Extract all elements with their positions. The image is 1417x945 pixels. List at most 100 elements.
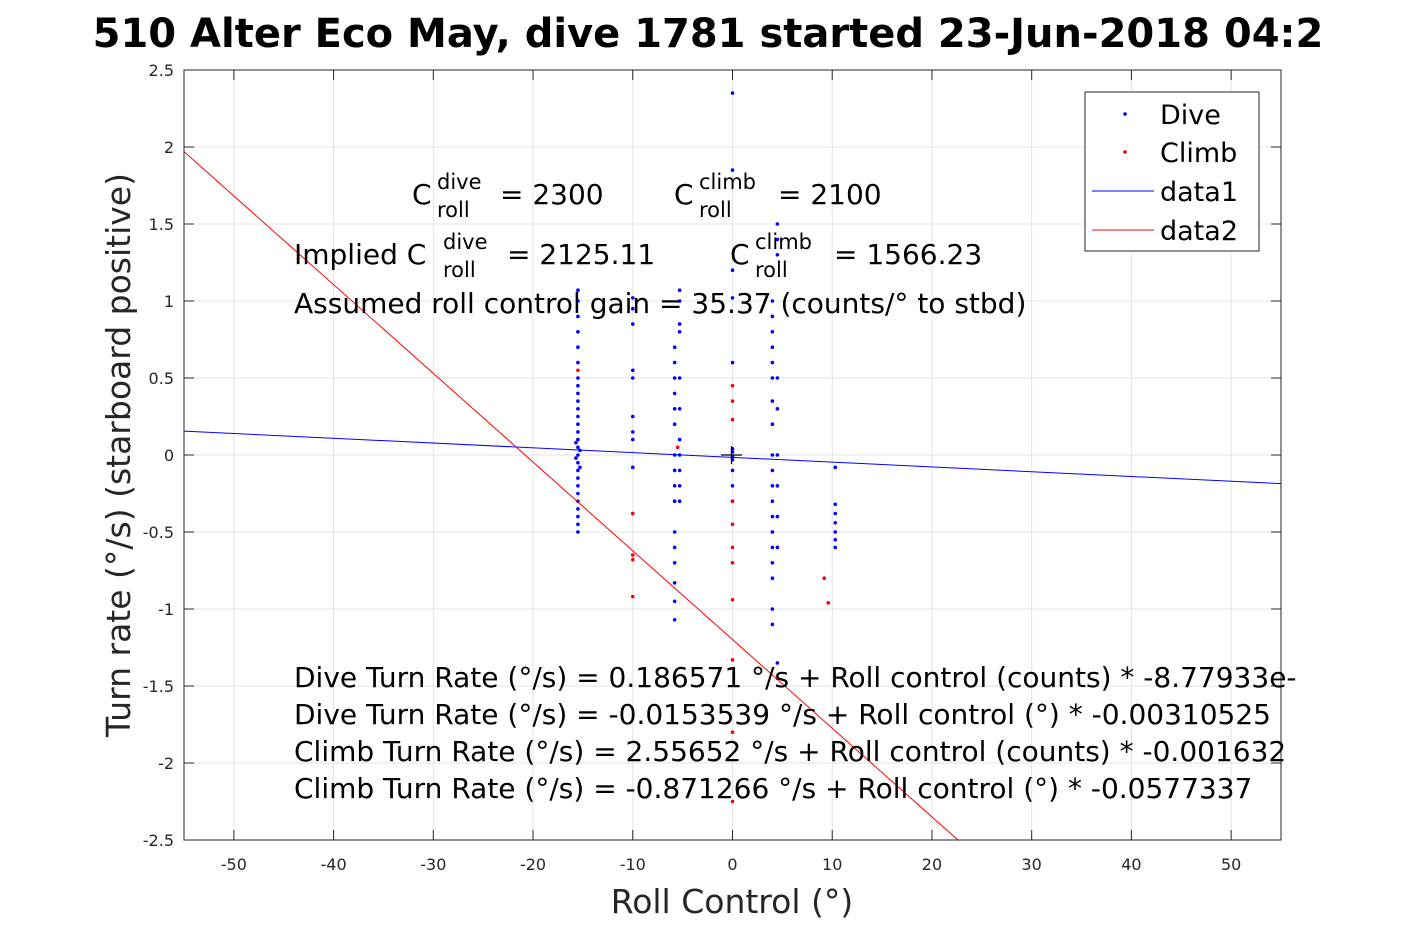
dive-point <box>672 617 677 622</box>
dive-point <box>775 661 780 665</box>
climb-point <box>826 601 831 605</box>
legend-label-data1: data1 <box>1160 177 1238 208</box>
implied-climb-sup: climb <box>755 230 812 254</box>
x-tick-label: -50 <box>221 855 247 874</box>
dive-point <box>770 399 775 403</box>
dive-point <box>770 360 775 365</box>
dive-point <box>730 268 735 273</box>
dive-point <box>672 422 677 427</box>
legend-box <box>1084 91 1260 252</box>
dive-point <box>672 468 677 473</box>
dive-point <box>677 330 682 334</box>
dive-point <box>775 253 780 257</box>
fit-line-4: Climb Turn Rate (°/s) = -0.871266 °/s + … <box>294 772 1252 805</box>
dive-point <box>576 468 580 473</box>
dive-point <box>677 484 682 488</box>
dive-point <box>630 322 635 326</box>
dive-point <box>770 299 775 303</box>
dive-point <box>672 561 677 565</box>
dive-point <box>770 453 775 457</box>
data1-fit-line <box>184 430 1281 485</box>
climb-point <box>730 597 735 602</box>
dive-point <box>576 522 580 527</box>
climb-point <box>576 368 580 373</box>
climb-point <box>730 399 735 403</box>
y-tick-label: -1 <box>158 600 174 619</box>
dive-point <box>576 453 580 457</box>
tick-marks <box>184 69 1281 841</box>
c-roll-climb-label: C <box>674 178 694 211</box>
dive-point <box>672 530 677 534</box>
y-tick-label: 0 <box>164 446 174 465</box>
c-roll-dive-sub: roll <box>437 198 470 222</box>
fit-line-2: Dive Turn Rate (°/s) = -0.0153539 °/s + … <box>294 698 1271 731</box>
dive-point <box>672 360 677 365</box>
dive-point <box>775 484 780 488</box>
dive-point <box>576 437 580 442</box>
climb-point <box>630 557 635 562</box>
dive-point <box>770 607 775 611</box>
dive-point <box>677 437 682 442</box>
dive-point <box>630 437 635 442</box>
implied-dive-sup: dive <box>443 230 488 254</box>
dive-point <box>672 545 677 550</box>
dive-point <box>730 296 735 300</box>
dive-point <box>576 491 580 496</box>
dive-point <box>833 530 838 534</box>
dive-point <box>677 288 682 293</box>
dive-point <box>576 476 580 480</box>
dive-point <box>770 345 775 350</box>
dive-point <box>576 499 580 504</box>
dive-point <box>630 465 635 470</box>
c-roll-climb-sub: roll <box>699 198 732 222</box>
climb-point <box>730 658 735 662</box>
y-tick-label: -2 <box>158 754 174 773</box>
dive-point <box>578 465 582 470</box>
y-tick-label: -1.5 <box>143 677 174 696</box>
dive-point <box>576 360 580 365</box>
dive-point <box>770 422 775 427</box>
x-tick-label: -20 <box>520 855 546 874</box>
climb-point <box>630 594 635 599</box>
dive-point <box>730 468 735 473</box>
dive-point <box>770 314 775 319</box>
c-roll-dive-sup: dive <box>437 170 482 194</box>
dive-point <box>576 445 580 450</box>
dive-point <box>775 514 780 519</box>
dive-point <box>672 499 677 504</box>
series-data1 <box>184 430 1281 485</box>
dive-point <box>833 545 838 550</box>
series-layer <box>184 91 1281 840</box>
plot-frame <box>183 69 1282 841</box>
legend-label-data2: data2 <box>1160 216 1238 247</box>
c-roll-set-annotation: C dive roll = 2300 C climb roll = 2100 <box>412 170 882 222</box>
c-roll-dive-label: C <box>412 178 432 211</box>
dive-point <box>770 545 775 550</box>
dive-point <box>672 391 677 396</box>
dive-point <box>775 237 780 242</box>
dive-point <box>576 383 580 388</box>
implied-dive-label: Implied C <box>294 238 426 271</box>
climb-point <box>675 445 680 450</box>
dive-point <box>730 360 735 365</box>
dive-point <box>775 407 780 411</box>
dive-point <box>630 376 635 380</box>
dive-point <box>630 368 635 373</box>
dive-point <box>630 306 635 311</box>
dive-point <box>576 299 580 303</box>
x-tick-label: 50 <box>1221 855 1241 874</box>
dive-point <box>833 520 838 525</box>
dive-point <box>672 376 677 380</box>
dive-point <box>833 502 838 507</box>
c-roll-dive-value: = 2300 <box>500 178 604 211</box>
dive-point <box>576 484 580 488</box>
dive-point <box>576 345 580 350</box>
dive-point <box>576 514 580 519</box>
dive-point <box>576 507 580 511</box>
gain-annotation: Assumed roll control gain = 35.37 (count… <box>294 287 1026 320</box>
series-dive <box>574 91 838 681</box>
dive-point <box>770 330 775 334</box>
dive-point <box>770 561 775 565</box>
dive-point <box>576 399 580 403</box>
dive-point <box>770 376 775 380</box>
